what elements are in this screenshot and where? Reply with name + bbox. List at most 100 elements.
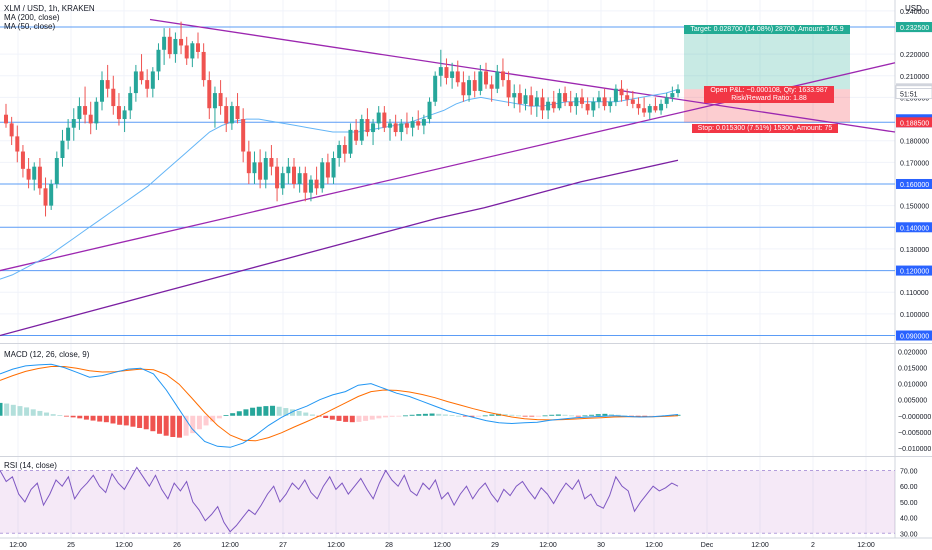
- macd-histogram-bar: [675, 414, 681, 416]
- candle-body: [303, 173, 308, 193]
- macd-histogram-bar: [157, 415, 163, 434]
- candle-body: [246, 151, 251, 174]
- macd-histogram-bar: [103, 415, 109, 423]
- candle-body: [139, 71, 144, 81]
- macd-histogram-bar: [323, 415, 329, 419]
- macd-histogram-bar: [263, 406, 269, 416]
- candle-body: [179, 38, 184, 46]
- macd-histogram-bar: [50, 414, 56, 416]
- macd-histogram-bar: [442, 414, 448, 416]
- rsi-legend[interactable]: RSI (14, close): [4, 461, 57, 470]
- macd-histogram-bar: [130, 415, 136, 427]
- rsi-line: [0, 466, 679, 533]
- macd-tick-label: 0.005000: [898, 398, 927, 405]
- macd-histogram-bar: [535, 415, 541, 417]
- candle-body: [43, 188, 48, 206]
- macd-histogram-bar: [243, 409, 249, 416]
- candle-body: [596, 97, 601, 102]
- macd-histogram-bar: [615, 414, 621, 416]
- time-tick-label: 12:00: [433, 542, 451, 549]
- macd-histogram-bar: [356, 415, 362, 422]
- macd-histogram-bar: [223, 415, 229, 416]
- candle-body: [410, 121, 415, 128]
- macd-histogram-bar: [555, 414, 561, 416]
- macd-histogram-bar: [469, 415, 475, 417]
- candle-body: [77, 106, 82, 120]
- macd-histogram-bar: [17, 406, 23, 416]
- candle-body: [585, 103, 590, 111]
- candle-body: [455, 71, 460, 83]
- macd-histogram-bar: [170, 415, 176, 437]
- price-tick-label: 0.100000: [900, 312, 929, 319]
- macd-histogram-bar: [44, 412, 50, 416]
- macd-histogram-bar: [502, 414, 508, 416]
- candle-body: [602, 97, 607, 107]
- symbol-title[interactable]: XLM / USD, 1h, KRAKEN: [4, 4, 95, 13]
- macd-histogram-bar: [183, 415, 189, 436]
- macd-histogram-bar: [236, 411, 242, 416]
- price-marker: [895, 88, 932, 100]
- price-tick-label: 0.220000: [900, 52, 929, 59]
- macd-tick-label: 0.020000: [898, 349, 927, 356]
- candle-body: [630, 99, 635, 104]
- candle-body: [613, 88, 618, 102]
- macd-legend[interactable]: MACD (12, 26, close, 9): [4, 350, 90, 359]
- ma200-legend[interactable]: MA (200, close): [4, 13, 60, 22]
- candle-body: [591, 101, 596, 111]
- price-tick-label: 0.110000: [900, 290, 929, 297]
- macd-histogram-bar: [123, 415, 129, 426]
- candle-body: [393, 123, 398, 133]
- macd-histogram-bar: [117, 415, 123, 425]
- candle-body: [636, 103, 641, 109]
- candle-body: [212, 93, 217, 109]
- macd-histogram-bar: [77, 415, 83, 419]
- target-label[interactable]: Target: 0.028700 (14.08%) 28700, Amount:…: [684, 25, 850, 34]
- macd-histogram-bar: [97, 415, 103, 422]
- macd-histogram-bar: [562, 414, 568, 416]
- rr-label[interactable]: Risk/Reward Ratio: 1.88: [704, 94, 834, 103]
- time-tick-label: 12:00: [115, 542, 133, 549]
- macd-histogram-bar: [176, 415, 182, 438]
- candle-body: [438, 67, 443, 76]
- macd-histogram-bar: [522, 415, 528, 417]
- candle-body: [156, 49, 161, 72]
- candle-body: [337, 145, 342, 159]
- macd-histogram-bar: [462, 415, 468, 417]
- macd-histogram-bar: [416, 414, 422, 416]
- time-tick-label: 30: [597, 542, 605, 549]
- macd-histogram-bar: [90, 415, 96, 421]
- ma50-legend[interactable]: MA (50, close): [4, 22, 56, 31]
- rsi-band: [0, 470, 895, 534]
- candle-body: [133, 71, 138, 94]
- price-tick-label: 0.130000: [900, 247, 929, 254]
- macd-histogram-bar: [489, 414, 495, 416]
- macd-histogram-bar: [37, 410, 43, 416]
- time-axis: 12:00 25 12:00 26 12:00 27 12:00 28 12:00 29 12:00…: [9, 542, 875, 549]
- macd-histogram-bar: [602, 413, 608, 416]
- candle-body: [523, 95, 528, 104]
- macd-histogram: [0, 402, 681, 438]
- level-price-label: 0.140000: [900, 225, 929, 232]
- candle-body: [574, 97, 579, 107]
- candle-body: [568, 101, 573, 107]
- candle-body: [500, 71, 505, 81]
- pnl-label[interactable]: Open P&L: −0.000108, Qty: 1633.987: [704, 86, 834, 95]
- macd-histogram-bar: [30, 409, 36, 416]
- price-tick-label: 0.240000: [900, 9, 929, 16]
- candle-body: [557, 93, 562, 109]
- candle-body: [20, 151, 25, 169]
- candle-body: [325, 162, 330, 178]
- macd-histogram-bar: [349, 415, 355, 423]
- candle-body: [365, 119, 370, 133]
- candle-body: [15, 136, 20, 152]
- candle-body: [433, 75, 438, 102]
- time-tick-label: Dec: [701, 542, 714, 549]
- candle-body: [461, 82, 466, 96]
- time-tick-label: 26: [173, 542, 181, 549]
- stop-label[interactable]: Stop: 0.015300 (7.51%) 15300, Amount: 75: [692, 124, 838, 133]
- macd-histogram-bar: [57, 415, 63, 416]
- candle-body: [354, 129, 359, 141]
- price-tick-label: 0.180000: [900, 139, 929, 146]
- ma200-line: [0, 159, 679, 337]
